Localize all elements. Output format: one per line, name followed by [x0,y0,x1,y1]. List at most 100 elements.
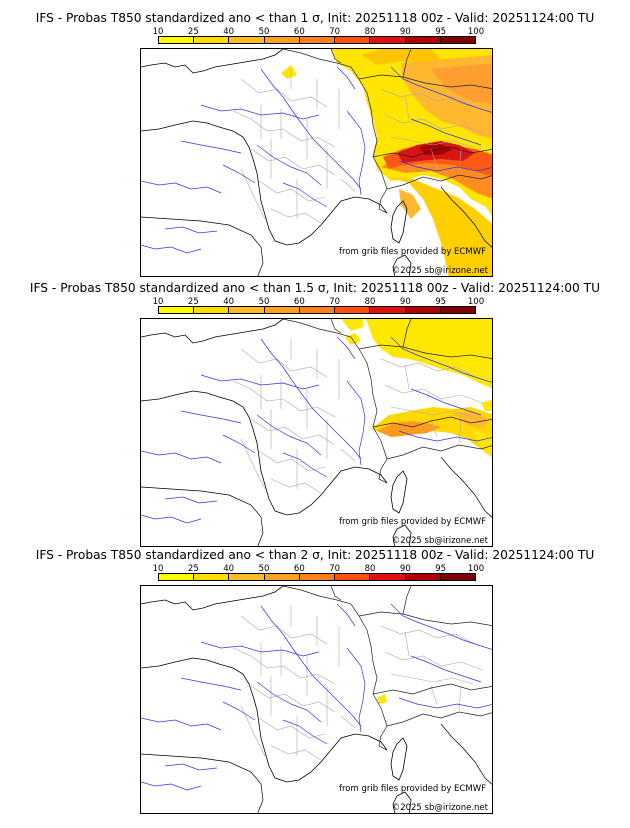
legend-tick-label: 90 [399,564,411,574]
legend-tick-label: 95 [435,27,447,37]
island-outline [390,737,408,781]
river-line [141,450,222,464]
panel-title: IFS - Probas T850 standardized ano < tha… [29,281,601,295]
legend-color-swatch [229,37,265,43]
admin-boundary [380,625,476,645]
admin-boundary [384,384,484,404]
river-line [260,605,362,727]
admin-boundary [270,208,322,224]
admin-boundary [404,94,462,174]
admin-boundary [258,717,326,739]
legend-color-swatch [194,37,230,43]
coastline [141,753,264,813]
legend-tick-label: 25 [187,297,199,307]
river-line [346,110,366,196]
river-line [200,374,320,390]
admin-boundary [232,647,336,685]
river-line [282,182,328,208]
coastline [141,49,388,246]
map-canvas [141,49,492,276]
probability-area [387,177,492,276]
river-line [336,336,356,360]
river-line [200,641,320,657]
credit-source: from grib files provided by ECMWF [339,517,486,527]
legend-color-swatch [264,307,300,313]
coastline [141,319,388,516]
legend-color-bar [158,306,476,314]
admin-boundary [390,673,474,685]
legend-color-swatch [370,307,406,313]
map-area: from grib files provided by ECMWF ©2025 … [140,585,493,814]
island-outline [390,470,408,514]
admin-boundary [240,78,328,108]
admin-boundary [390,136,474,148]
river-line [390,603,492,650]
legend-color-swatch [405,574,441,580]
probability-area [471,429,492,458]
legend-tick-label: 95 [435,564,447,574]
legend-color-swatch [405,37,441,43]
legend-tick-label: 70 [329,564,341,574]
legend-tick-label: 95 [435,297,447,307]
river-line [346,380,366,466]
legend-tick-label: 100 [467,564,485,574]
river-line [222,164,256,184]
river-line [398,697,492,709]
probability-area [431,63,492,105]
admin-boundary [404,364,462,444]
river-line [222,434,256,454]
legend-tick-label: 80 [364,297,376,307]
island-outline [392,524,412,546]
river-line [222,701,256,721]
admin-boundary [404,631,462,711]
legend-color-swatch [370,574,406,580]
admin-boundary [240,615,328,645]
legend-tick-label: 10 [152,27,164,37]
river-line [282,452,328,478]
legend-tick-label: 80 [364,27,376,37]
river-line [180,410,242,424]
legend-color-swatch [229,574,265,580]
legend-color-swatch [159,307,195,313]
coastline [440,456,492,518]
legend-tick-label: 40 [223,27,235,37]
admin-boundary [390,406,474,418]
coastline [141,486,264,546]
admin-boundary [250,685,336,713]
island-outline [392,254,412,276]
admin-boundary [250,418,336,446]
legend-color-swatch [335,574,371,580]
river-line [256,681,322,723]
probability-area [399,189,421,219]
admin-boundary [250,148,336,176]
legend-color-swatch [299,37,336,43]
map-panel-1: IFS - Probas T850 standardized ano < tha… [0,0,630,277]
river-line [164,763,218,771]
legend-tick-label: 40 [223,564,235,574]
map-canvas [141,319,492,546]
coastline [141,586,388,783]
river-line [180,140,242,154]
legend-color-swatch [370,37,406,43]
legend-tick-label: 10 [152,564,164,574]
legend-color-swatch [335,37,371,43]
legend-color-bar [158,36,476,44]
probability-area [453,411,489,429]
admin-boundary [232,380,336,418]
river-line [200,104,320,120]
legend-color-swatch [264,574,300,580]
admin-boundary [258,450,326,472]
admin-boundary [384,114,484,134]
admin-boundary [380,88,476,108]
country-border [282,49,492,214]
river-line [164,226,218,234]
legend-tick-label: 70 [329,297,341,307]
admin-boundary [240,168,356,220]
legend-tick-label: 25 [187,27,199,37]
country-border [282,586,492,751]
river-line [164,496,218,504]
probability-area [341,319,363,331]
admin-boundary [260,339,340,489]
coastline [141,216,264,276]
credit-copyright: ©2025 sb@irizone.net [391,803,488,813]
